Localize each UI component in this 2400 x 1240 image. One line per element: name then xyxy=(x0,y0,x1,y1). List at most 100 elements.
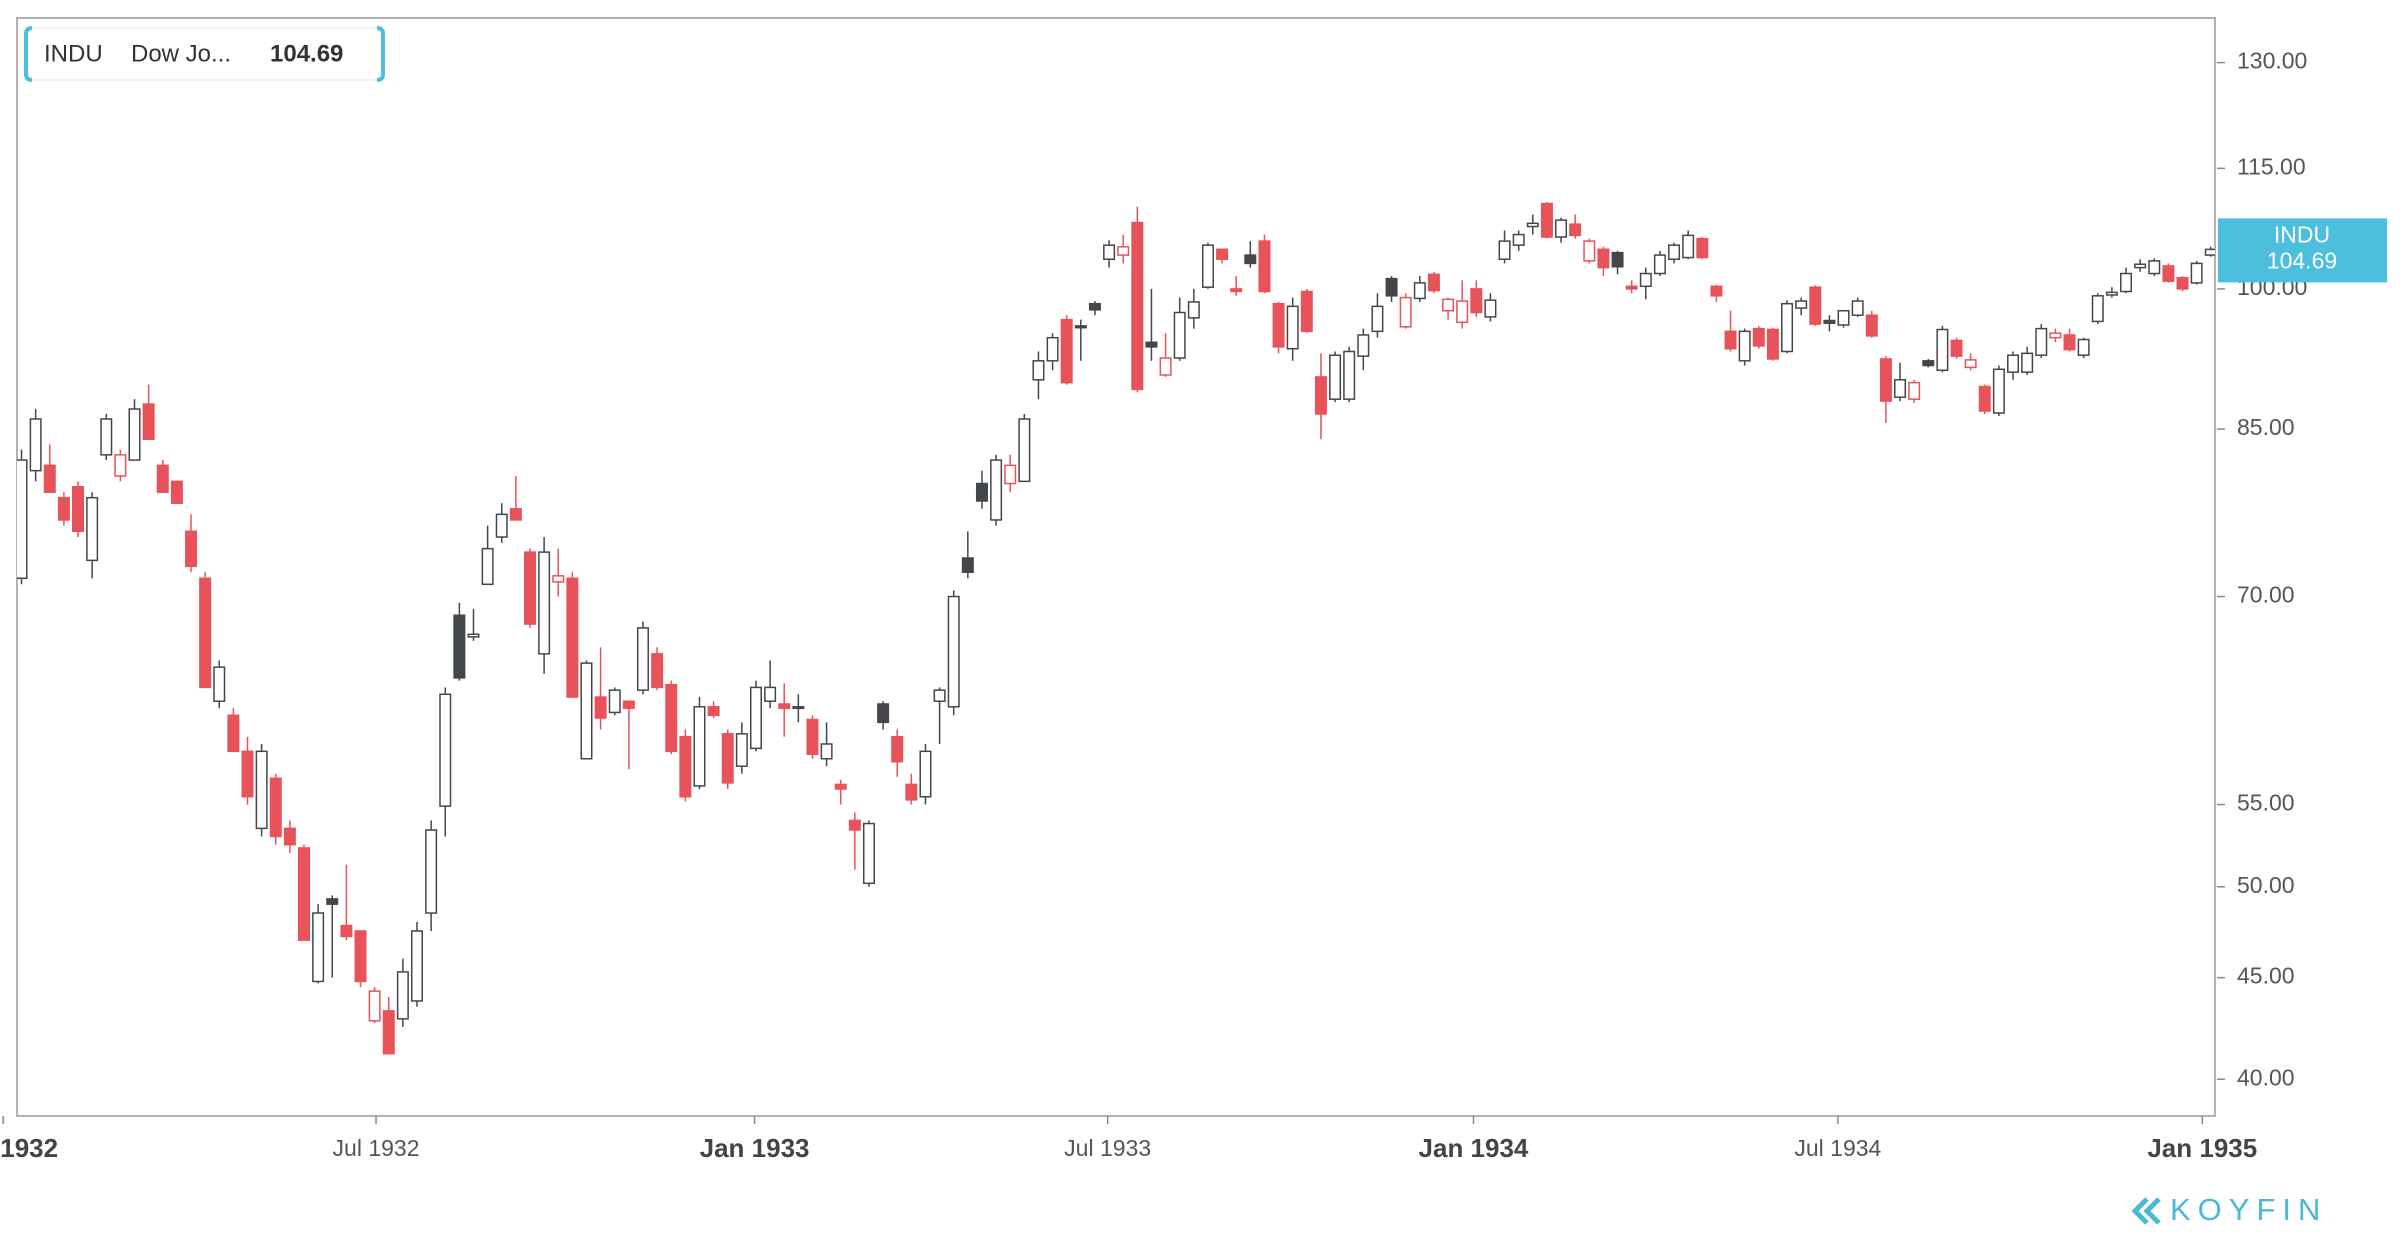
candles xyxy=(17,202,2215,1055)
candle-body xyxy=(1879,358,1892,402)
candle-body xyxy=(2077,338,2090,356)
candle-body xyxy=(1597,248,1610,269)
candle-body xyxy=(1710,285,1723,297)
candle-body xyxy=(1131,221,1144,391)
last-price-symbol: INDU xyxy=(2274,221,2330,247)
candle-body xyxy=(1216,248,1229,260)
candle-body xyxy=(566,577,579,698)
x-tick-label: Jan 1933 xyxy=(700,1133,810,1163)
y-tick-label: 45.00 xyxy=(2237,963,2295,989)
candle-body xyxy=(820,743,833,760)
candle-body xyxy=(43,464,56,493)
y-tick-label: 50.00 xyxy=(2237,872,2295,898)
candle-body xyxy=(1117,246,1130,256)
candle-body xyxy=(241,750,254,798)
x-tick-label: Jul 1932 xyxy=(333,1135,420,1161)
candle-body xyxy=(1385,277,1398,297)
candle-body xyxy=(1639,272,1652,288)
candle-body xyxy=(1159,357,1172,376)
candle-body xyxy=(1173,311,1186,359)
candle-body xyxy=(1526,222,1539,228)
candle-body xyxy=(1809,286,1822,325)
candle-body xyxy=(312,912,325,983)
candle-body xyxy=(2105,291,2118,296)
candle-body xyxy=(834,783,847,790)
candle-body xyxy=(340,924,353,938)
candle-body xyxy=(1851,300,1864,316)
candle-body xyxy=(1286,305,1299,350)
candle-body xyxy=(2063,334,2076,351)
legend[interactable]: INDU Dow Jo... 104.69 xyxy=(24,26,385,82)
brand-logo: KOYFIN xyxy=(2131,1192,2327,1227)
candle-body xyxy=(749,686,762,750)
candle-body xyxy=(523,551,536,625)
candle-body xyxy=(1074,325,1087,329)
candle-body xyxy=(1795,300,1808,309)
candle-body xyxy=(2134,263,2147,269)
candle-body xyxy=(2007,354,2020,373)
candle-body xyxy=(707,706,720,716)
candle-body xyxy=(1357,334,1370,357)
candle-body xyxy=(1004,464,1017,485)
candle-body xyxy=(975,482,988,502)
candle-body xyxy=(1950,339,1963,357)
candle-body xyxy=(1696,237,1709,259)
x-tick-label: Jan 1932 xyxy=(0,1133,58,1163)
candle-body xyxy=(1060,318,1073,384)
candle-body xyxy=(1781,302,1794,353)
y-tick-label: 70.00 xyxy=(2237,582,2295,608)
candle-body xyxy=(453,614,466,679)
candle-body xyxy=(580,662,593,760)
candle-body xyxy=(57,496,70,521)
candle-body xyxy=(1625,285,1638,290)
candle-body xyxy=(1936,328,1949,371)
y-tick-label: 130.00 xyxy=(2237,48,2307,74)
candle-body xyxy=(608,689,621,714)
brand-icon xyxy=(2131,1197,2161,1225)
candle-body xyxy=(594,696,607,719)
legend-value: 104.69 xyxy=(270,40,343,67)
candle-body xyxy=(1230,288,1243,293)
candle-body xyxy=(425,829,438,914)
candle-body xyxy=(170,480,183,504)
candle-body xyxy=(326,898,339,905)
candle-body xyxy=(269,777,282,838)
legend-bracket xyxy=(24,26,33,82)
candle-body xyxy=(114,454,127,477)
candle-body xyxy=(1865,314,1878,337)
candle-body xyxy=(142,403,155,441)
candle-body xyxy=(2204,248,2215,256)
candle-body xyxy=(2021,352,2034,373)
candle-body xyxy=(848,819,861,831)
candle-body xyxy=(467,633,480,638)
candle-body xyxy=(1922,360,1935,367)
candle-body xyxy=(1498,240,1511,260)
candle-body xyxy=(1823,319,1836,324)
candle-body xyxy=(1752,327,1765,347)
candle-body xyxy=(1724,330,1737,350)
x-tick-label: Jul 1934 xyxy=(1794,1135,1881,1161)
candle-body xyxy=(862,822,875,885)
candle-body xyxy=(255,750,268,830)
legend-symbol: INDU xyxy=(44,40,103,67)
candle-body xyxy=(1371,305,1384,333)
candle-body xyxy=(2049,332,2062,339)
y-tick-label: 115.00 xyxy=(2237,153,2306,179)
candle-body xyxy=(1512,233,1525,246)
candle-body xyxy=(156,464,169,493)
candle-body xyxy=(2162,265,2175,282)
candle-body xyxy=(1668,244,1681,260)
candle-body xyxy=(86,496,99,562)
candle-body xyxy=(2176,277,2189,290)
candle-body xyxy=(693,706,706,787)
y-tick-label: 55.00 xyxy=(2237,790,2295,816)
candle-body xyxy=(1187,301,1200,319)
brand-name: KOYFIN xyxy=(2170,1192,2327,1227)
candle-body xyxy=(1399,296,1412,328)
candle-body xyxy=(1018,418,1031,483)
candle-body xyxy=(283,827,296,846)
y-tick-label: 85.00 xyxy=(2237,414,2295,440)
candle-body xyxy=(2190,262,2203,284)
candle-body xyxy=(100,418,113,456)
